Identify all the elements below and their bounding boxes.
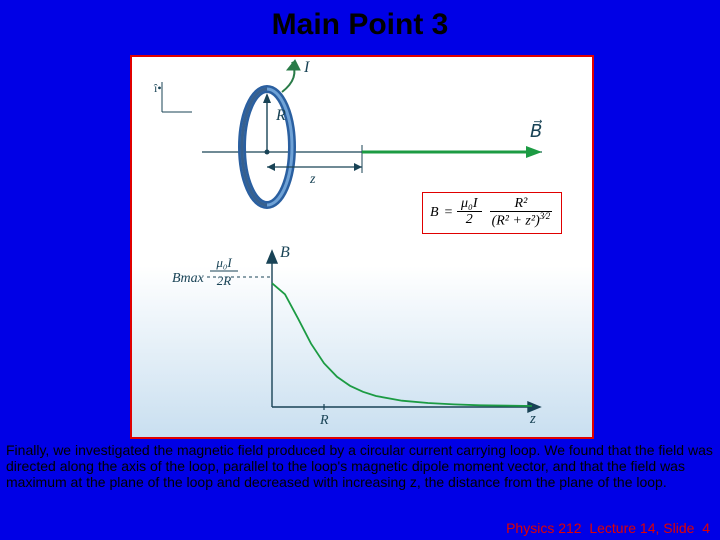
- z-axis-label: z: [309, 172, 316, 187]
- footer-lecture: Lecture 14, Slide: [589, 520, 694, 536]
- slide-title: Main Point 3: [0, 0, 720, 42]
- b-field-arrow: [362, 146, 542, 158]
- current-label: I: [303, 59, 310, 76]
- eq-frac1-num: μ₀I: [457, 197, 482, 212]
- equation-box: B = μ₀I R² 2 (R² + z²)3⁄2: [422, 192, 562, 234]
- bz-xlabel: z: [529, 411, 536, 427]
- footer-course: Physics 212: [506, 520, 581, 536]
- current-arrow: [282, 60, 300, 92]
- coord-frame-label: î•: [153, 81, 162, 95]
- slide-root: Main Point 3 î• I: [0, 0, 720, 540]
- eq-frac2-den: (R² + z²): [492, 214, 540, 229]
- bz-xtick-R: R: [319, 413, 329, 428]
- eq-lhs: B: [429, 197, 443, 229]
- eq-equals: =: [443, 197, 457, 229]
- eq-frac1-den: 2: [457, 212, 482, 229]
- bz-ymax-den: 2R: [217, 273, 232, 288]
- bz-ylabel: B: [280, 244, 290, 261]
- eq-frac2-num: R²: [490, 197, 553, 212]
- bz-plot: B z Bmax μ₀I 2R R: [132, 237, 592, 437]
- slide-footer: Physics 212 Lecture 14, Slide 4: [506, 520, 710, 536]
- bz-curve: [272, 283, 532, 406]
- bz-ymax-num: μ₀I: [215, 255, 232, 270]
- b-field-label: B⃗: [530, 120, 542, 141]
- radius-label: R: [275, 107, 286, 124]
- eq-exponent: 3⁄2: [540, 211, 551, 221]
- figure-panel: î• I R: [130, 55, 594, 439]
- footer-slide-number: 4: [702, 520, 710, 536]
- bz-ymax-label: Bmax: [172, 271, 205, 286]
